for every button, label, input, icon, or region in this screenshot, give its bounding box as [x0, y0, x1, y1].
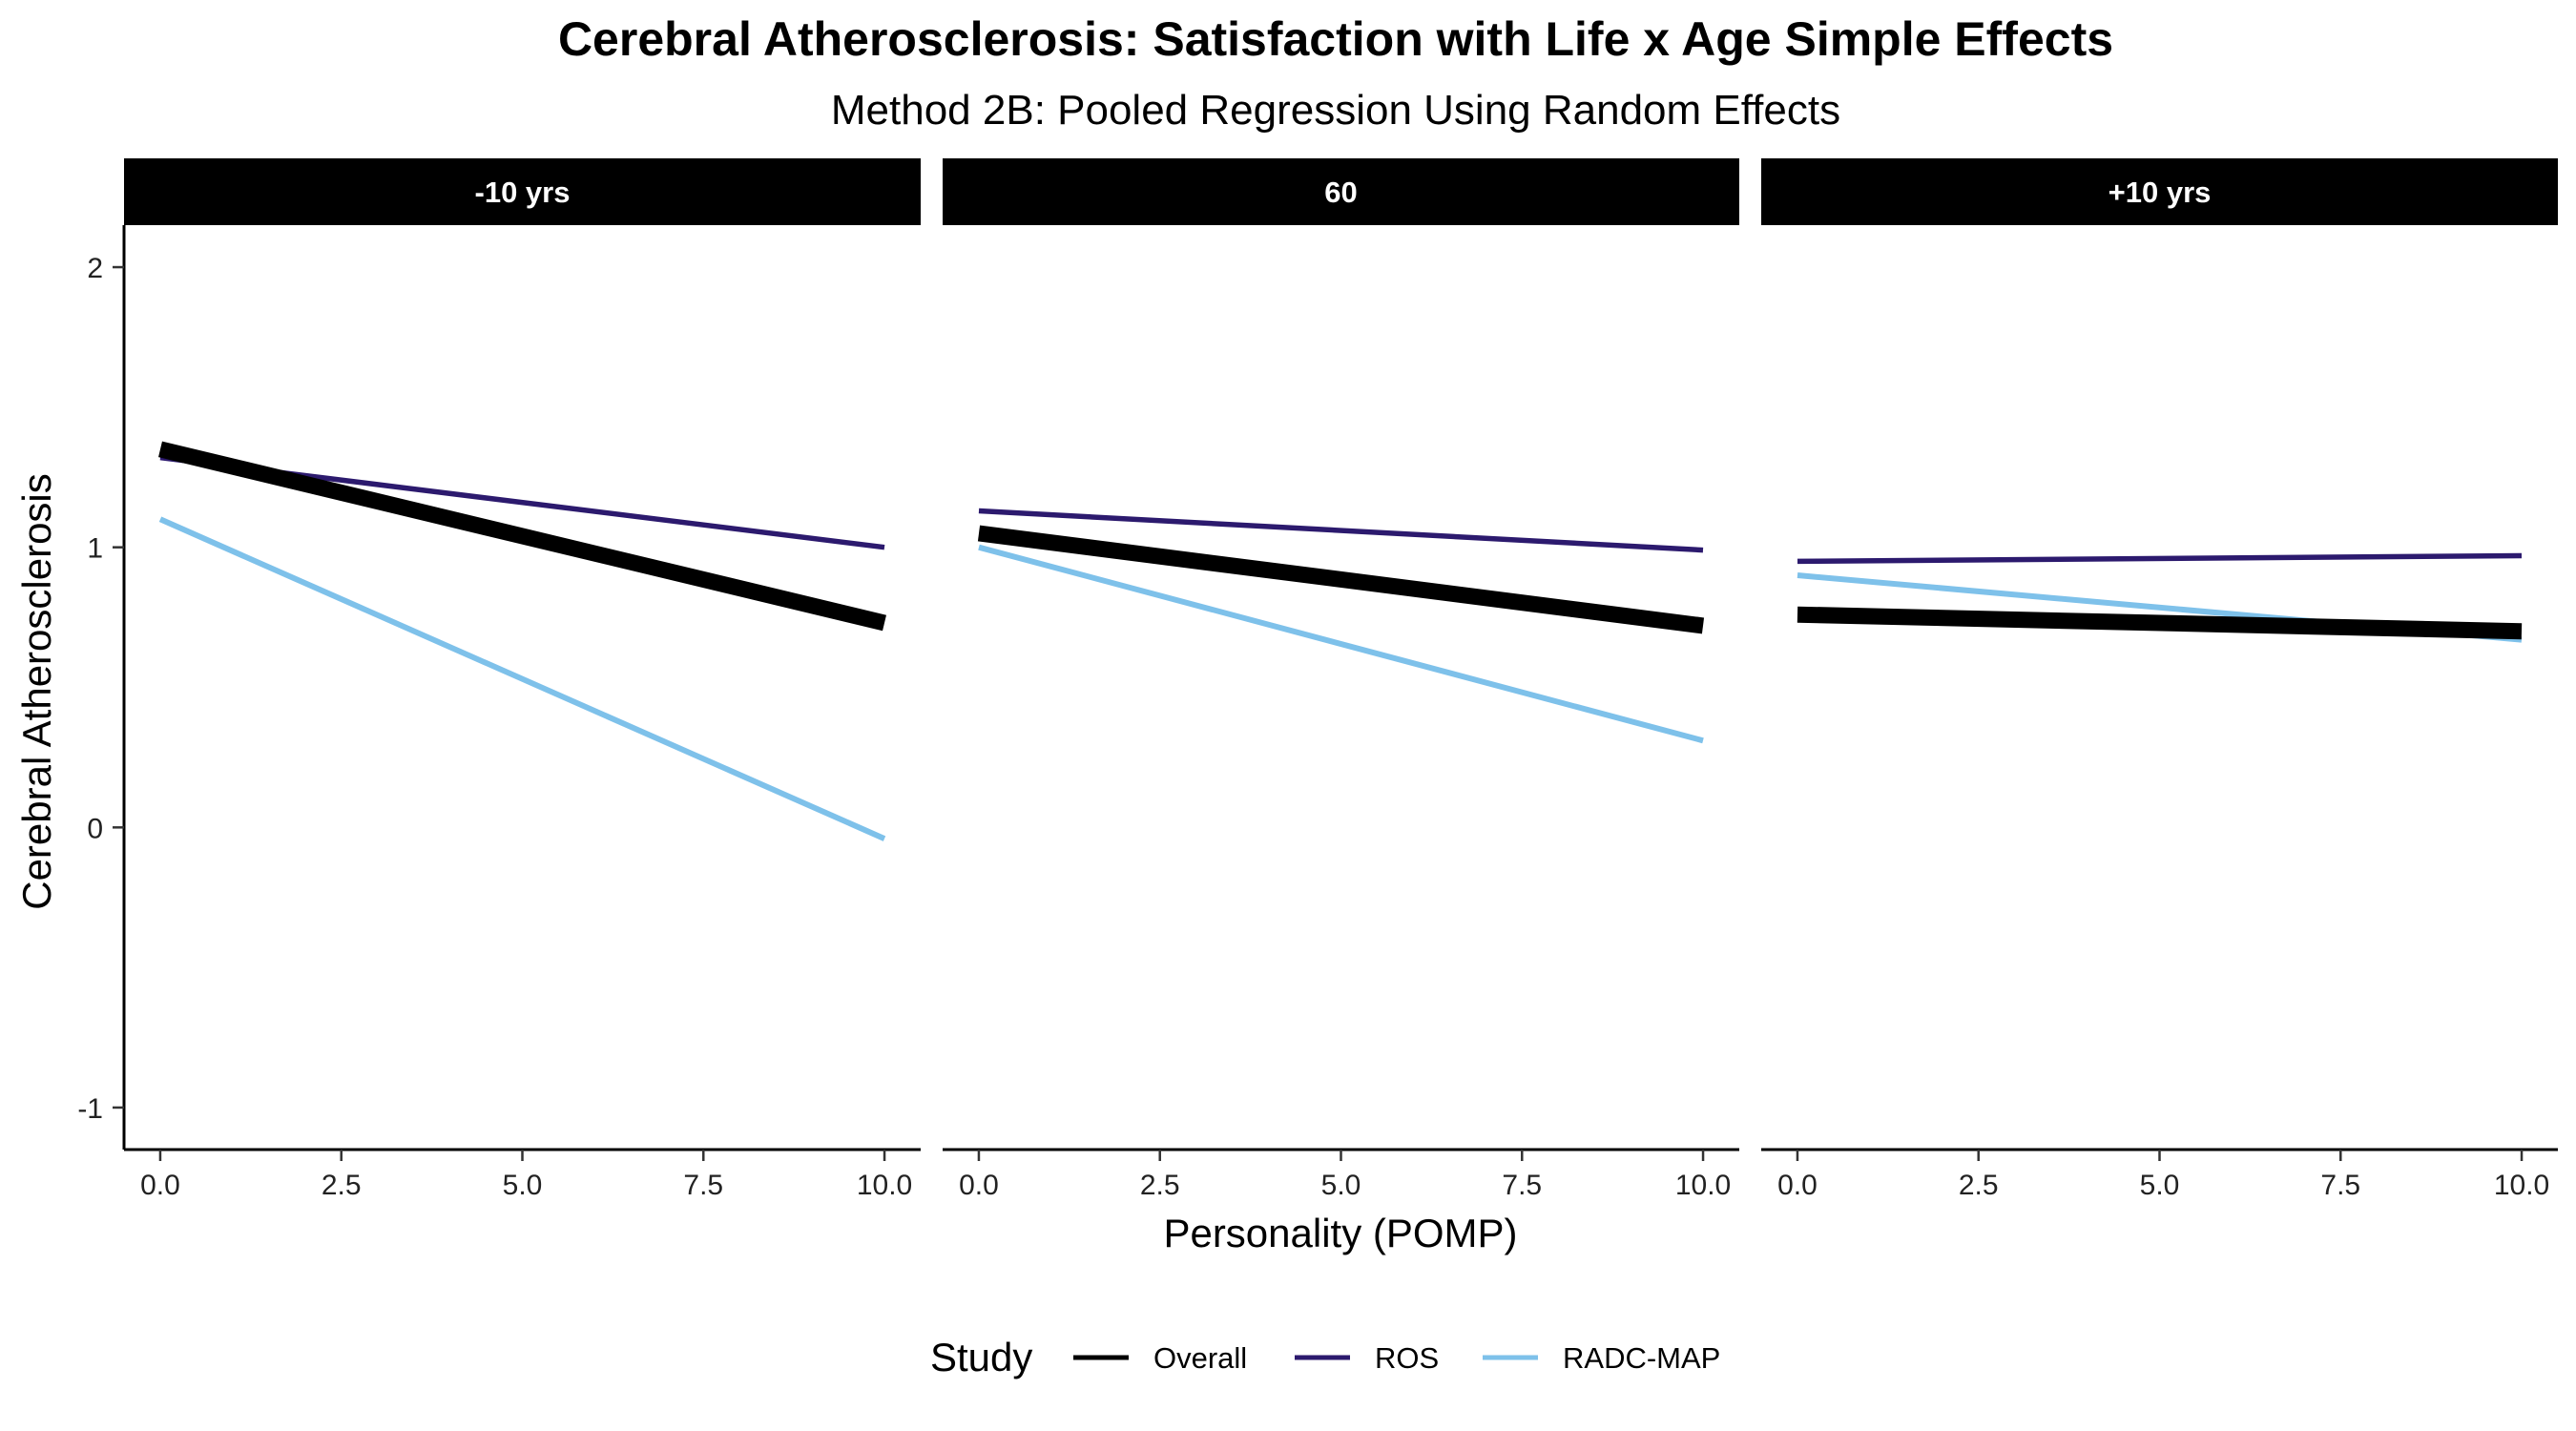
series-line-radc-map: [978, 544, 1704, 744]
facet-strip-label: -10 yrs: [475, 176, 571, 209]
x-tick-label: 7.5: [683, 1170, 723, 1201]
x-tick-label: 10.0: [1675, 1170, 1731, 1201]
x-tick-label: 10.0: [857, 1170, 912, 1201]
x-tick-label: 7.5: [2320, 1170, 2360, 1201]
facet-panels: -10 yrs 0.0 2.5 5.0 7.5 10.0 -1 0 1 2 60 0.0 2.5 5.0 7…: [77, 158, 2558, 1201]
facet-strip: [943, 158, 1739, 225]
series-line-ros: [978, 508, 1704, 553]
x-tick-label: 5.0: [2140, 1170, 2180, 1201]
x-tick-label: 2.5: [1959, 1170, 1999, 1201]
facet-strip-label: +10 yrs: [2109, 176, 2212, 209]
facet-strip-label: 60: [1324, 176, 1357, 209]
series-line-overall: [1797, 606, 2523, 640]
x-tick-label: 7.5: [1502, 1170, 1542, 1201]
legend: Study Overall ROS RADC-MAP: [930, 1335, 1720, 1379]
series-line-radc-map: [158, 516, 886, 841]
chart-subtitle: Method 2B: Pooled Regression Using Rando…: [831, 87, 1840, 134]
facet-strip: [1761, 158, 2558, 225]
x-tick-label: 2.5: [1140, 1170, 1180, 1201]
legend-label: ROS: [1375, 1341, 1439, 1375]
legend-title: Study: [930, 1335, 1032, 1379]
series-line-ros: [1797, 552, 2523, 565]
x-tick-label: 5.0: [1321, 1170, 1361, 1201]
y-tick-label: 1: [87, 533, 103, 565]
legend-label: Overall: [1153, 1341, 1247, 1375]
series-line-overall: [977, 525, 1705, 634]
series-line-overall: [158, 441, 886, 632]
facet-strip: [124, 158, 921, 225]
y-tick-label: -1: [77, 1093, 103, 1125]
x-tick-label: 0.0: [1777, 1170, 1818, 1201]
y-axis-title: Cerebral Atherosclerosis: [14, 473, 59, 910]
legend-label: RADC-MAP: [1563, 1341, 1720, 1375]
y-tick-label: 2: [87, 253, 103, 284]
x-tick-label: 10.0: [2494, 1170, 2549, 1201]
chart-title: Cerebral Atherosclerosis: Satisfaction w…: [558, 12, 2113, 66]
x-tick-label: 0.0: [140, 1170, 180, 1201]
x-tick-label: 5.0: [503, 1170, 543, 1201]
y-tick-label: 0: [87, 813, 103, 844]
x-axis-title: Personality (POMP): [1163, 1211, 1517, 1255]
x-tick-label: 2.5: [322, 1170, 362, 1201]
x-tick-label: 0.0: [959, 1170, 999, 1201]
